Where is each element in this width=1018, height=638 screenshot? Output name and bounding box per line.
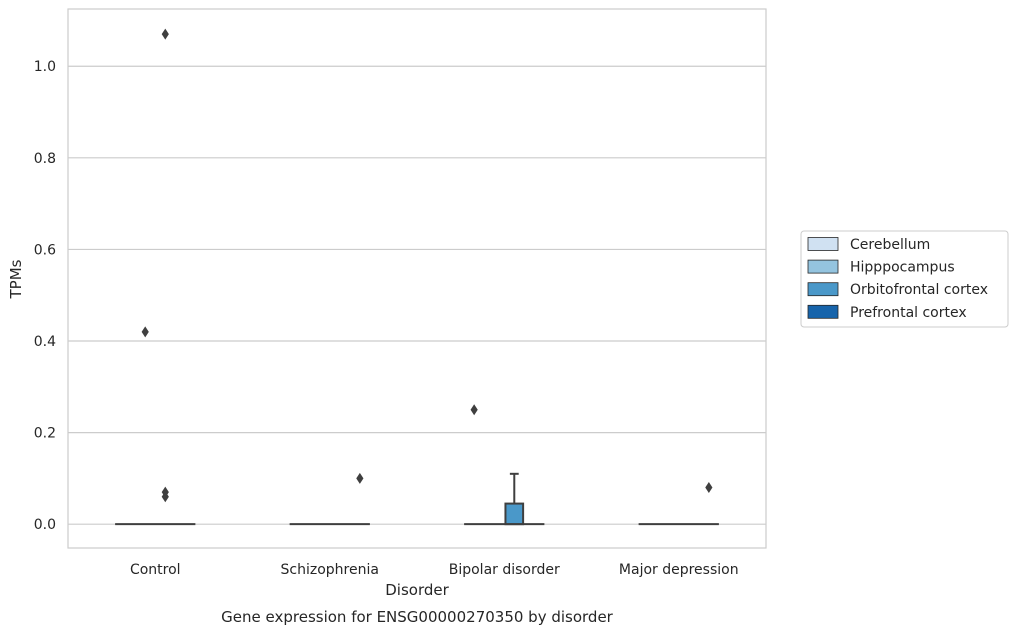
box-body [504, 502, 525, 526]
legend-label: Hipppocampus [850, 260, 955, 276]
outlier-marker [356, 472, 364, 484]
y-axis-ticks: 0.0 0.2 0.4 0.6 0.8 1.0 [34, 59, 56, 533]
y-tick-label: 0.4 [34, 334, 56, 350]
legend-frame [800, 230, 1009, 328]
y-axis-label: TPMs [7, 259, 25, 299]
chart-caption: Gene expression for ENSG00000270350 by d… [221, 608, 614, 626]
box-series [115, 472, 719, 526]
y-tick-label: 0.2 [34, 426, 56, 442]
plot-background [68, 9, 766, 548]
legend-label: Cerebellum [850, 237, 930, 253]
y-tick-label: 0.8 [34, 151, 56, 167]
x-axis-label: Disorder [385, 581, 449, 599]
legend: Cerebellum Hipppocampus Orbitofrontal cort… [800, 230, 1009, 328]
outlier-marker [161, 28, 169, 40]
y-tick-label: 1.0 [34, 59, 56, 75]
plot-frame [67, 8, 767, 549]
outlier-marker [470, 404, 478, 416]
legend-swatch [807, 237, 839, 251]
legend-label: Orbitofrontal cortex [850, 282, 988, 298]
y-tick-label: 0.0 [34, 517, 56, 533]
outlier-marker [705, 482, 713, 494]
x-tick-label: Bipolar disorder [449, 562, 560, 578]
outlier-marker [141, 326, 149, 338]
outlier-marker [161, 491, 169, 503]
legend-label: Prefrontal cortex [850, 305, 967, 321]
x-tick-label: Major depression [619, 562, 739, 578]
legend-swatch [807, 304, 839, 319]
x-tick-label: Schizophrenia [281, 562, 379, 578]
x-tick-label: Control [130, 562, 181, 578]
legend-swatch [807, 282, 839, 297]
x-axis-ticks: Control Schizophrenia Bipolar disorder Majo… [130, 562, 739, 578]
outlier-points [141, 28, 713, 503]
legend-swatch [807, 259, 839, 274]
y-tick-label: 0.6 [34, 242, 56, 258]
